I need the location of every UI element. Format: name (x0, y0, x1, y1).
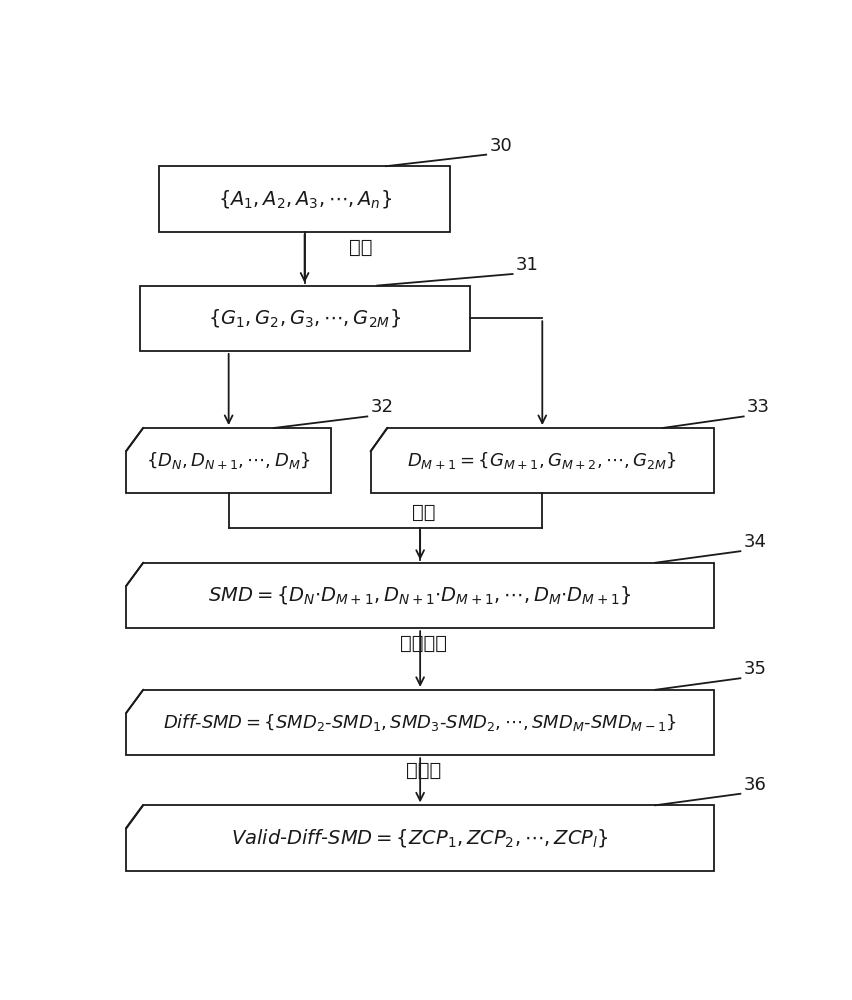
Text: $\{D_N,D_{N+1},\cdots,D_M\}$: $\{D_N,D_{N+1},\cdots,D_M\}$ (147, 450, 311, 471)
Text: $Diff\text{-}SMD=\{SMD_2\text{-}SMD_1,SMD_3\text{-}SMD_2,\cdots,SMD_M\text{-}SMD: $Diff\text{-}SMD=\{SMD_2\text{-}SMD_1,SM… (164, 712, 677, 733)
Text: 截取: 截取 (349, 238, 372, 257)
Text: $\{A_1,A_2,A_3,\cdots,A_n\}$: $\{A_1,A_2,A_3,\cdots,A_n\}$ (217, 188, 392, 210)
Bar (140, 286, 469, 351)
Text: 31: 31 (515, 256, 538, 274)
Text: $Valid\text{-}Diff\text{-}SMD=\{ZCP_1,ZCP_2,\cdots,ZCP_l\}$: $Valid\text{-}Diff\text{-}SMD=\{ZCP_1,ZC… (231, 827, 609, 849)
Text: 33: 33 (747, 398, 770, 416)
Polygon shape (126, 690, 714, 755)
Text: 34: 34 (744, 533, 767, 551)
Polygon shape (126, 428, 331, 493)
Text: 36: 36 (744, 776, 767, 794)
Text: $D_{M+1}=\{G_{M+1},G_{M+2},\cdots,G_{2M}\}$: $D_{M+1}=\{G_{M+1},G_{M+2},\cdots,G_{2M}… (407, 450, 677, 471)
Text: $SMD=\{D_N{\cdot}D_{M+1},D_{N+1}{\cdot}D_{M+1},\cdots,D_M{\cdot}D_{M+1}\}$: $SMD=\{D_N{\cdot}D_{M+1},D_{N+1}{\cdot}D… (209, 584, 632, 606)
Text: 32: 32 (371, 398, 394, 416)
Text: 过零点: 过零点 (406, 761, 441, 780)
Text: $\{G_1,G_2,G_3,\cdots,G_{2M}\}$: $\{G_1,G_2,G_3,\cdots,G_{2M}\}$ (208, 307, 401, 329)
Text: 内积: 内积 (412, 503, 435, 522)
Text: 35: 35 (744, 660, 767, 678)
Polygon shape (126, 563, 714, 628)
Polygon shape (371, 428, 714, 493)
Polygon shape (126, 805, 714, 871)
Bar (159, 166, 450, 232)
Text: 近似导数: 近似导数 (400, 634, 447, 653)
Text: 30: 30 (490, 137, 512, 155)
